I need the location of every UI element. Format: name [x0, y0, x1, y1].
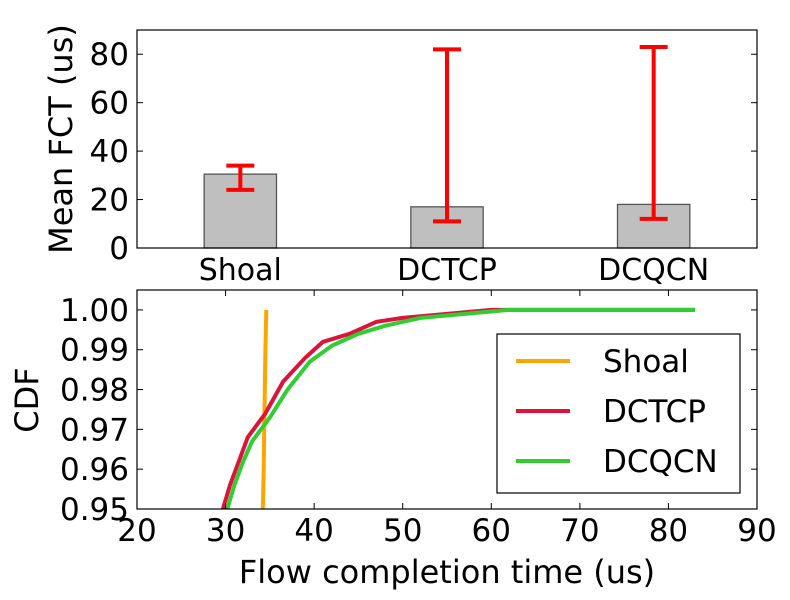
cdf-x-tick-label: 90: [737, 513, 776, 549]
bar-x-tick-label: Shoal: [199, 253, 282, 288]
bar-x-tick-label: DCQCN: [598, 253, 709, 288]
bar-plot-frame: [136, 29, 758, 249]
cdf-x-tick-label: 60: [472, 513, 511, 549]
cdf-y-ticks: 0.95 0.96 0.970.98 0.99 1.00: [60, 293, 757, 528]
bar-y-tick-label: 20: [90, 183, 129, 219]
error-bar-dctcp: [433, 47, 461, 224]
cdf-y-tick-label: 0.95: [60, 492, 129, 528]
cdf-y-tick-label: 0.99: [60, 333, 129, 369]
legend-entry-shoal: Shoal: [516, 344, 689, 380]
bar-y-ticks: 0 20 40 60 80: [90, 37, 757, 267]
cdf-line-panel: 0.95 0.96 0.970.98 0.99 1.00 20 30 40 50 60 70 80 9…: [8, 289, 777, 591]
bar-y-axis-label: Mean FCT (us): [42, 24, 80, 254]
error-bar-dcqcn: [639, 44, 668, 221]
bar-marks: [203, 44, 691, 249]
bar-y-tick-label: 40: [90, 134, 129, 170]
cdf-y-tick-label: 1.00: [60, 293, 129, 329]
legend-entry-dctcp: DCTCP: [516, 394, 706, 430]
cdf-x-axis-label: Flow completion time (us): [239, 553, 655, 591]
cdf-x-tick-label: 50: [383, 513, 422, 549]
cdf-y-axis-label: CDF: [8, 367, 46, 432]
error-bar-shoal: [226, 163, 255, 192]
legend-entry-dcqcn: DCQCN: [516, 444, 718, 480]
cdf-y-tick-label: 0.96: [60, 452, 129, 488]
bar-y-tick-label: 60: [90, 86, 129, 122]
legend-label: DCQCN: [603, 444, 718, 480]
bar-y-tick-label: 80: [90, 37, 129, 73]
cdf-y-tick-label: 0.97: [60, 412, 129, 448]
legend: Shoal DCTCP DCQCN: [496, 333, 741, 494]
cdf-line-dcqcn: [225, 307, 695, 510]
cdf-y-tick-label: 0.98: [60, 373, 129, 409]
cdf-x-tick-label: 40: [294, 513, 333, 549]
cdf-lines: [220, 307, 695, 510]
legend-label: Shoal: [603, 344, 689, 380]
cdf-x-tick-label: 80: [649, 513, 688, 549]
bar-x-tick-label: DCTCP: [397, 253, 497, 288]
cdf-x-tick-label: 70: [560, 513, 599, 549]
cdf-line-shoal: [260, 309, 269, 510]
cdf-x-tick-label: 30: [206, 513, 245, 549]
cdf-x-tick-label: 20: [117, 513, 156, 549]
cdf-x-ticks: 20 30 40 50 60 70 80 90: [117, 290, 777, 549]
bar-y-tick-label: 0: [109, 231, 129, 267]
legend-label: DCTCP: [603, 394, 706, 430]
bar-x-ticks: Shoal DCTCP DCQCN: [199, 253, 709, 288]
cdf-plot-frame: [136, 289, 758, 510]
mean-fct-bar-panel: 0 20 40 60 80 Shoal DCTCP DCQCN Mean FCT (us): [42, 24, 758, 288]
